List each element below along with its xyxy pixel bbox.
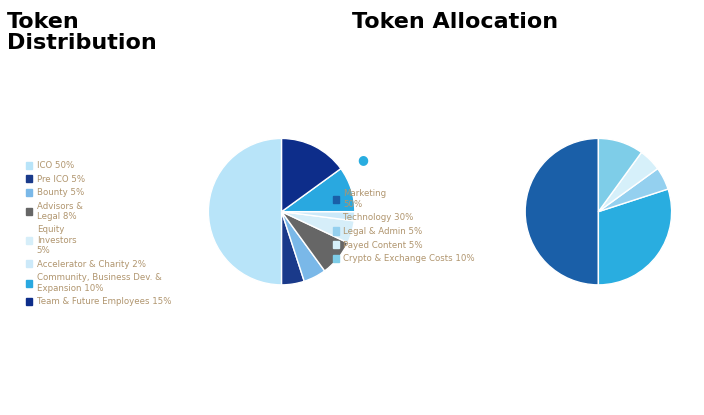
Wedge shape (598, 152, 658, 212)
Wedge shape (598, 189, 672, 285)
Text: Token Allocation: Token Allocation (352, 12, 558, 32)
Legend: Marketing
50%, Technology 30%, Legal & Admin 5%, Payed Content 5%, Crypto & Exch: Marketing 50%, Technology 30%, Legal & A… (333, 189, 475, 264)
Text: Token
Distribution: Token Distribution (7, 12, 157, 53)
Legend: ICO 50%, Pre ICO 5%, Bounty 5%, Advisors &
Legal 8%, Equity
Investors
5%, Accele: ICO 50%, Pre ICO 5%, Bounty 5%, Advisors… (26, 161, 171, 306)
Wedge shape (525, 139, 598, 285)
Wedge shape (208, 139, 282, 285)
Wedge shape (282, 212, 354, 243)
Text: ●: ● (357, 153, 368, 166)
Wedge shape (282, 212, 355, 221)
Wedge shape (598, 168, 668, 212)
Wedge shape (282, 168, 355, 212)
Wedge shape (282, 212, 304, 285)
Wedge shape (598, 139, 641, 212)
Wedge shape (282, 139, 341, 212)
Wedge shape (282, 212, 325, 281)
Wedge shape (282, 212, 348, 271)
